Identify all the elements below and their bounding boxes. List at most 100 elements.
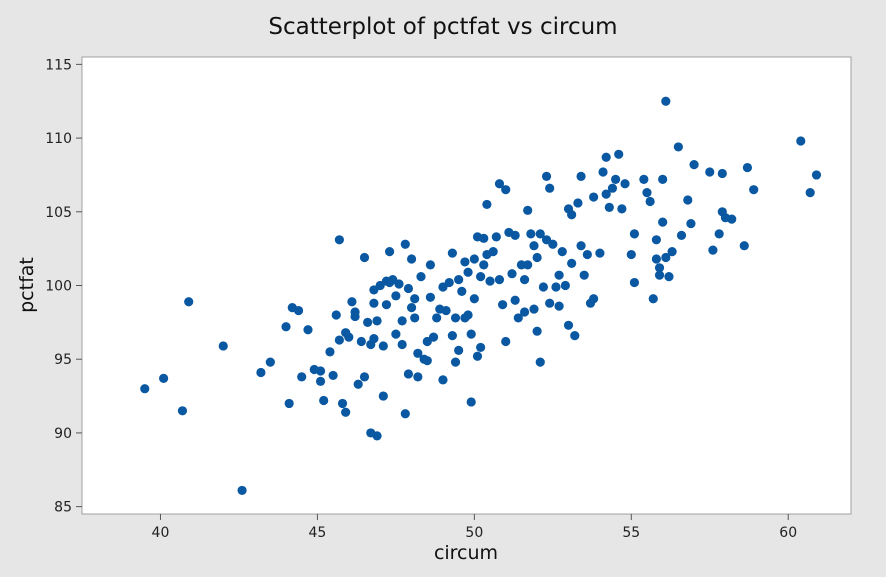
- data-point: [598, 167, 608, 177]
- data-point: [372, 316, 382, 326]
- data-point: [457, 286, 467, 296]
- y-tick-label: 110: [45, 131, 72, 147]
- data-point: [450, 313, 461, 323]
- data-point: [523, 260, 533, 270]
- data-point: [554, 270, 564, 280]
- data-point: [532, 326, 542, 336]
- data-point: [482, 199, 492, 210]
- data-point: [450, 357, 461, 367]
- data-point: [413, 372, 423, 382]
- data-point: [410, 294, 420, 304]
- y-tick-label: 100: [45, 279, 72, 295]
- data-point: [651, 235, 661, 245]
- data-point: [811, 170, 822, 180]
- data-point: [796, 136, 806, 146]
- data-point: [177, 406, 188, 416]
- data-point: [447, 331, 457, 341]
- data-point: [545, 183, 555, 193]
- data-point: [664, 272, 674, 282]
- data-point: [589, 294, 599, 304]
- data-point: [658, 217, 668, 227]
- data-point: [714, 229, 724, 239]
- data-point: [554, 301, 564, 311]
- data-point: [683, 195, 693, 205]
- data-point: [359, 252, 370, 263]
- data-point: [381, 300, 392, 310]
- data-point: [391, 329, 401, 339]
- data-point: [601, 189, 611, 199]
- data-point: [400, 409, 410, 419]
- data-point: [604, 202, 614, 212]
- x-tick-label: 50: [465, 525, 483, 541]
- data-point: [526, 229, 536, 239]
- data-point: [441, 305, 451, 316]
- data-point: [654, 263, 665, 273]
- y-tick-label: 95: [54, 352, 72, 368]
- data-point: [256, 367, 266, 378]
- y-tick-label: 90: [54, 426, 72, 442]
- data-point: [576, 171, 586, 182]
- data-point: [717, 168, 727, 179]
- data-point: [651, 254, 661, 264]
- data-point: [479, 233, 489, 243]
- data-point: [363, 317, 373, 327]
- data-point: [519, 275, 530, 285]
- data-point: [642, 188, 652, 198]
- data-point: [463, 267, 473, 277]
- data-point: [469, 254, 479, 264]
- data-point: [218, 341, 228, 351]
- data-point: [654, 270, 665, 280]
- data-point: [494, 179, 505, 189]
- data-point: [476, 342, 486, 353]
- data-point: [708, 245, 718, 255]
- data-point: [369, 298, 379, 308]
- data-point: [403, 283, 414, 294]
- data-point: [353, 379, 363, 389]
- data-point: [538, 282, 549, 292]
- data-point: [661, 96, 671, 106]
- data-point: [341, 407, 351, 417]
- data-point: [334, 235, 344, 245]
- data-point: [469, 294, 479, 304]
- data-point: [406, 303, 417, 313]
- data-point: [661, 252, 671, 263]
- data-point: [667, 246, 677, 257]
- data-point: [159, 373, 169, 383]
- data-point: [573, 198, 583, 208]
- data-point: [513, 313, 523, 323]
- data-point: [626, 249, 636, 260]
- data-point: [545, 298, 555, 308]
- data-point: [686, 218, 696, 229]
- data-point: [378, 391, 388, 401]
- data-point: [237, 485, 247, 496]
- data-point: [614, 149, 624, 159]
- data-point: [479, 260, 489, 270]
- data-point: [356, 336, 366, 347]
- data-point: [567, 258, 577, 268]
- data-point: [334, 335, 344, 345]
- data-point: [705, 167, 715, 177]
- data-point: [347, 297, 357, 307]
- data-point: [535, 229, 545, 239]
- plot-area: [81, 56, 852, 515]
- data-point: [510, 295, 520, 305]
- data-point: [629, 277, 640, 288]
- data-point: [472, 351, 483, 361]
- data-point: [293, 305, 304, 316]
- data-point: [563, 320, 574, 330]
- data-point: [541, 171, 552, 182]
- data-point: [397, 316, 407, 326]
- data-point: [658, 174, 668, 184]
- data-point: [466, 397, 476, 407]
- data-point: [648, 294, 658, 304]
- data-point: [454, 345, 464, 355]
- data-point: [510, 230, 520, 240]
- data-point: [645, 196, 655, 207]
- data-point: [284, 398, 294, 409]
- data-point: [551, 282, 561, 292]
- y-tick-label: 85: [54, 500, 72, 516]
- scatter-points: [140, 96, 822, 496]
- data-point: [579, 270, 589, 280]
- data-point: [620, 179, 630, 189]
- data-point: [372, 431, 382, 441]
